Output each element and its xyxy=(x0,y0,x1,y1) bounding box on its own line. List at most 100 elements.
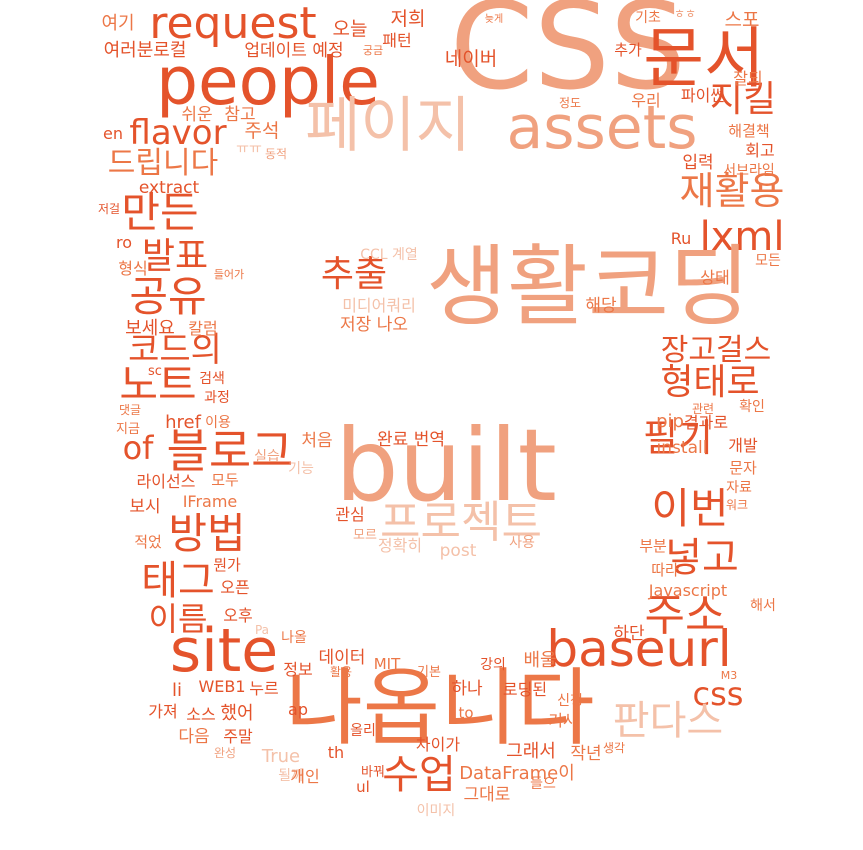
cloud-word-작년: 작년 xyxy=(570,744,601,764)
cloud-word-개인: 개인 xyxy=(290,767,319,786)
cloud-word-회고: 회고 xyxy=(745,141,774,160)
cloud-word-저걸: 저걸 xyxy=(98,202,120,216)
cloud-word-pa: Pa xyxy=(255,623,269,637)
cloud-word-블로그: 블로그 xyxy=(167,424,294,478)
cloud-word-노트: 노트 xyxy=(119,360,196,409)
cloud-word-완성: 완성 xyxy=(214,746,236,760)
cloud-word-baseurl: baseurl xyxy=(546,620,731,678)
cloud-word-로딩된: 로딩된 xyxy=(503,680,547,699)
cloud-word-페이지: 페이지 xyxy=(305,91,471,161)
cloud-word-강의: 강의 xyxy=(480,657,506,673)
cloud-word-css: css xyxy=(693,675,744,713)
cloud-word-자료: 자료 xyxy=(726,480,752,496)
cloud-word-이용: 이용 xyxy=(205,415,231,431)
cloud-word-추출: 추출 xyxy=(321,254,387,295)
cloud-word-여러분로컬: 여러분로컬 xyxy=(104,40,187,61)
cloud-word-수업: 수업 xyxy=(382,752,456,798)
cloud-word-모든: 모든 xyxy=(755,253,781,269)
cloud-word-동적: 동적 xyxy=(265,147,287,161)
cloud-word-post: post xyxy=(440,541,477,561)
cloud-word-형태로: 형태로 xyxy=(660,362,759,403)
cloud-word-서브라임: 서브라임 xyxy=(723,163,775,179)
cloud-word-입력: 입력 xyxy=(682,153,713,173)
cloud-word-쉬운: 쉬운 xyxy=(181,105,212,125)
cloud-word-우리: 우리 xyxy=(631,91,660,110)
cloud-word-상태: 상태 xyxy=(700,268,729,287)
cloud-word-iframe: IFrame xyxy=(183,492,238,511)
cloud-word-이름: 이름 xyxy=(149,600,208,638)
cloud-word-ㅎㅎ: ㅎㅎ xyxy=(674,7,696,21)
cloud-word-flavor: flavor xyxy=(129,113,226,153)
cloud-word-필기: 필기 xyxy=(643,416,713,460)
cloud-word-web1: WEB1 xyxy=(198,677,245,696)
cloud-word-판다스: 판다스 xyxy=(613,698,723,744)
cloud-word-결과로: 결과로 xyxy=(684,413,728,432)
cloud-word-코드의: 코드의 xyxy=(128,330,222,370)
cloud-word-해당: 해당 xyxy=(585,296,617,316)
cloud-word-주말: 주말 xyxy=(223,727,253,746)
cloud-word-이미지: 이미지 xyxy=(417,803,456,819)
cloud-word-of: of xyxy=(123,429,155,467)
cloud-word-보시: 보시 xyxy=(129,497,160,517)
cloud-word-생활코딩: 생활코딩 xyxy=(426,235,750,338)
cloud-word-궁금: 궁금 xyxy=(363,44,383,57)
cloud-word-신청: 신청 xyxy=(557,693,583,709)
cloud-word-en: en xyxy=(103,124,123,143)
cloud-word-드립니다: 드립니다 xyxy=(108,146,218,181)
cloud-word-그래서: 그래서 xyxy=(506,741,556,762)
cloud-word-들으: 들으 xyxy=(530,776,556,792)
cloud-word-저장-나오: 저장 나오 xyxy=(340,315,408,335)
cloud-word-여기: 여기 xyxy=(101,13,134,34)
cloud-word-ccl-계열: CCL 계열 xyxy=(360,247,418,263)
cloud-word-스포: 스포 xyxy=(725,9,760,31)
cloud-word-넣고: 넣고 xyxy=(665,535,739,581)
cloud-word-li: li xyxy=(172,680,182,701)
cloud-word-처음: 처음 xyxy=(301,431,332,451)
cloud-word-하단: 하단 xyxy=(613,624,645,644)
cloud-word-오늘: 오늘 xyxy=(333,18,368,40)
cloud-word-지킬: 지킬 xyxy=(710,79,776,120)
cloud-word-정보: 정보 xyxy=(283,660,312,679)
cloud-word-th: th xyxy=(328,743,344,762)
cloud-word-css: CSS xyxy=(450,0,686,117)
cloud-word-데이터: 데이터 xyxy=(319,648,366,668)
cloud-word-사용: 사용 xyxy=(509,535,535,551)
cloud-word-install: install xyxy=(657,438,708,458)
cloud-word-활용: 활용 xyxy=(330,665,352,679)
cloud-word-기능: 기능 xyxy=(288,461,314,477)
cloud-word-ro: ro xyxy=(116,233,132,252)
cloud-word-true: True xyxy=(261,746,300,767)
cloud-word-dataframe이: DataFrame이 xyxy=(459,763,575,784)
cloud-word-프로젝트: 프로젝트 xyxy=(380,497,542,548)
cloud-word-공유: 공유 xyxy=(129,272,206,321)
cloud-word-to: to xyxy=(458,704,473,722)
cloud-word-태그: 태그 xyxy=(141,558,215,604)
cloud-word-될까: 될까 xyxy=(278,768,304,784)
cloud-word-javascript: Javascript xyxy=(648,581,727,600)
cloud-word-오픈: 오픈 xyxy=(220,578,249,597)
cloud-word-발표: 발표 xyxy=(142,236,208,277)
cloud-word-미디어쿼리: 미디어쿼리 xyxy=(342,296,416,315)
cloud-word-href: href xyxy=(165,412,201,433)
cloud-word-built: built xyxy=(335,407,557,524)
cloud-word-실습: 실습 xyxy=(254,449,280,465)
cloud-word-소스: 소스 xyxy=(186,705,215,724)
cloud-word-extract: extract xyxy=(139,178,200,198)
cloud-word-검색: 검색 xyxy=(199,371,225,387)
cloud-word-확인: 확인 xyxy=(739,399,765,415)
cloud-word-ㅠㅠ: ㅠㅠ xyxy=(236,141,262,157)
cloud-word-문자: 문자 xyxy=(729,459,757,477)
cloud-word-assets: assets xyxy=(507,93,698,163)
cloud-word-site: site xyxy=(170,616,278,686)
cloud-word-기초: 기초 xyxy=(635,10,661,26)
cloud-word-m3: M3 xyxy=(721,669,738,682)
cloud-word-그대로: 그대로 xyxy=(464,785,511,805)
cloud-word-하나: 하나 xyxy=(451,679,483,699)
cloud-word-라이선스: 라이선스 xyxy=(137,472,196,491)
cloud-word-재활용: 재활용 xyxy=(680,169,785,213)
cloud-word-lxml: lxml xyxy=(700,214,785,260)
cloud-word-해결책: 해결책 xyxy=(728,122,769,140)
cloud-word-모두: 모두 xyxy=(211,471,239,489)
cloud-word-request: request xyxy=(149,0,316,49)
